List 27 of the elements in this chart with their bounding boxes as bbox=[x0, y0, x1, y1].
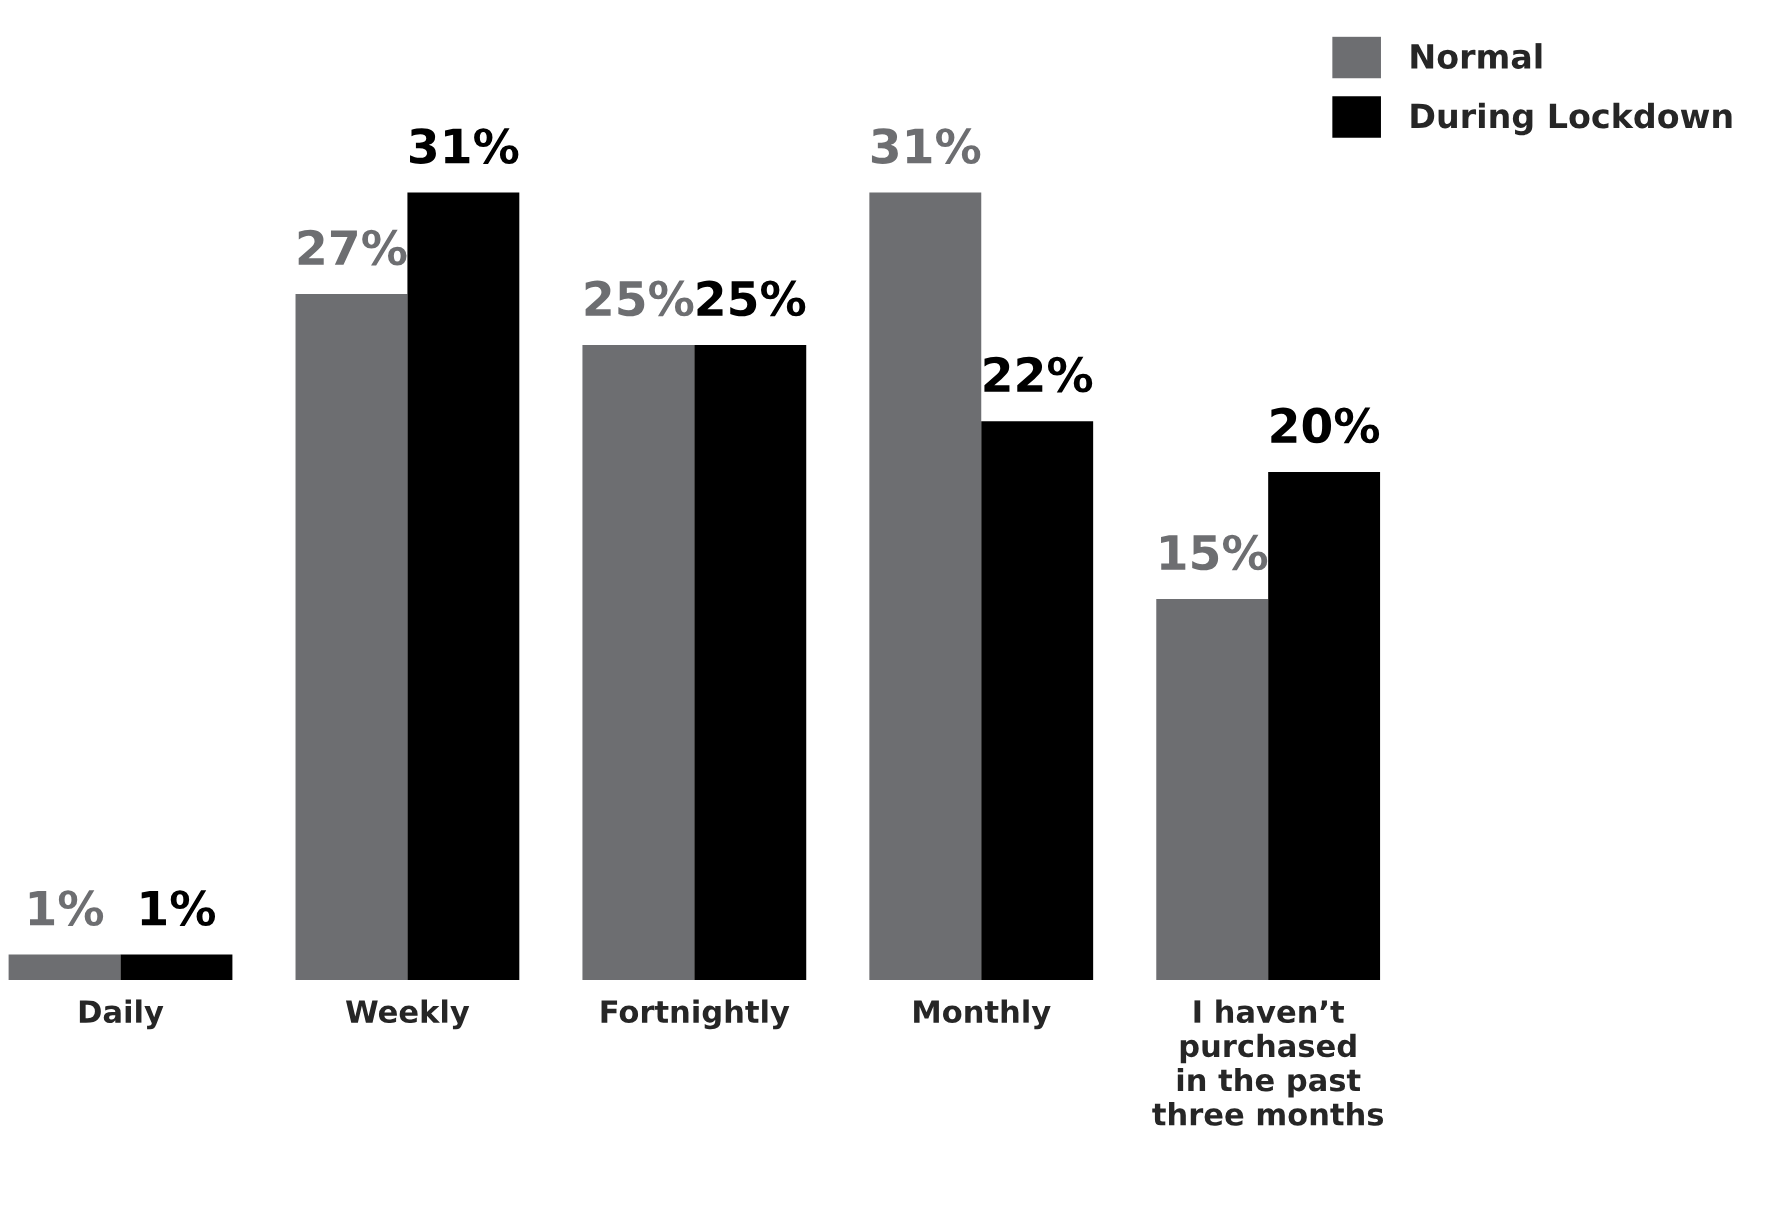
legend-label: During Lockdown bbox=[1411, 102, 1732, 136]
x-tick-label: Fortnightly bbox=[601, 999, 790, 1030]
bar bbox=[120, 954, 233, 980]
data-label: 15% bbox=[1161, 534, 1268, 571]
data-label: 25% bbox=[697, 280, 806, 317]
legend-label: Normal bbox=[1411, 43, 1542, 69]
x-tick-label: I haven’t purchased in the past three months bbox=[1152, 999, 1384, 1126]
x-tick-label: Weekly bbox=[345, 999, 470, 1030]
data-label: 22% bbox=[984, 356, 1093, 393]
bar bbox=[869, 192, 982, 980]
bar bbox=[8, 954, 121, 980]
x-tick-label: Daily bbox=[79, 999, 164, 1030]
data-label: 31% bbox=[410, 128, 519, 164]
data-label: 25% bbox=[585, 280, 694, 317]
data-label: 1% bbox=[141, 890, 216, 926]
data-label: 27% bbox=[298, 229, 407, 266]
bar bbox=[694, 344, 807, 980]
bar bbox=[407, 192, 520, 980]
bar bbox=[1156, 598, 1269, 980]
bar bbox=[295, 294, 408, 980]
bar bbox=[981, 421, 1094, 980]
x-tick-label: Monthly bbox=[914, 999, 1051, 1030]
data-label: 1% bbox=[29, 890, 104, 926]
bar bbox=[582, 344, 695, 980]
data-label: 20% bbox=[1271, 407, 1380, 444]
data-label: 31% bbox=[871, 128, 981, 164]
bar bbox=[1268, 471, 1381, 980]
